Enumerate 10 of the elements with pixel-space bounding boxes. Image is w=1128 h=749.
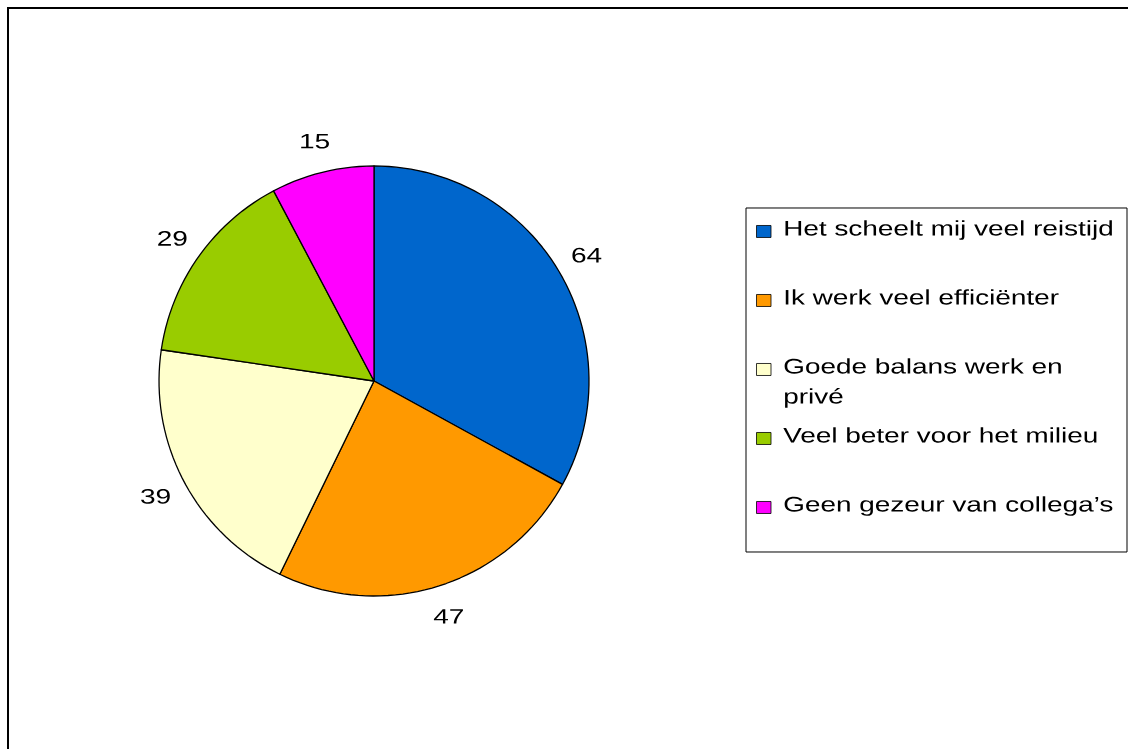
data-label: 29 bbox=[158, 230, 187, 246]
legend-label: Veel beter voor het milieu bbox=[783, 427, 1097, 443]
legend-label: Geen gezeur van collega’s bbox=[784, 496, 1113, 516]
data-label: 15 bbox=[301, 133, 329, 149]
legend-label: Goede balans werk en privé bbox=[784, 358, 1061, 408]
data-label: 39 bbox=[141, 488, 170, 504]
data-label: 64 bbox=[572, 247, 602, 263]
legend-label: Ik werk veel efficiënter bbox=[785, 289, 1059, 305]
data-label: 47 bbox=[433, 609, 463, 624]
legend-label: Het scheelt mij veel reistijd bbox=[785, 220, 1112, 240]
